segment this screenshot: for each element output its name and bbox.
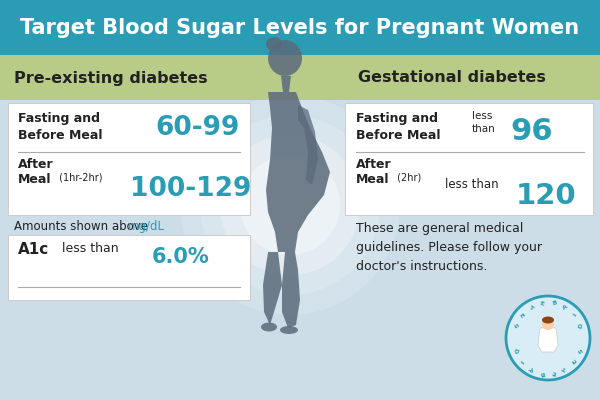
Polygon shape: [282, 252, 300, 328]
Text: T: T: [527, 304, 533, 311]
Text: 96: 96: [510, 117, 553, 146]
FancyBboxPatch shape: [0, 55, 600, 100]
Text: A: A: [562, 304, 569, 311]
FancyBboxPatch shape: [345, 55, 600, 100]
Polygon shape: [266, 92, 330, 252]
Text: Amounts shown above: Amounts shown above: [14, 220, 152, 233]
Text: S: S: [578, 347, 584, 353]
Polygon shape: [298, 105, 318, 185]
Text: S: S: [512, 323, 518, 329]
Text: E: E: [551, 370, 557, 375]
Text: 6.0%: 6.0%: [152, 247, 210, 267]
Text: Fasting and
Before Meal: Fasting and Before Meal: [18, 112, 103, 142]
Text: Meal: Meal: [18, 173, 52, 186]
Polygon shape: [538, 328, 558, 352]
FancyBboxPatch shape: [0, 0, 600, 55]
Text: D: D: [512, 347, 518, 353]
Ellipse shape: [268, 40, 302, 76]
Circle shape: [240, 155, 340, 255]
Text: After: After: [18, 158, 53, 171]
Text: I: I: [518, 358, 524, 363]
Text: E: E: [518, 312, 524, 319]
Polygon shape: [281, 76, 291, 92]
FancyBboxPatch shape: [8, 103, 250, 215]
Text: I: I: [572, 313, 577, 318]
Text: less than: less than: [445, 178, 499, 191]
Text: Target Blood Sugar Levels for Pregnant Women: Target Blood Sugar Levels for Pregnant W…: [20, 18, 580, 38]
Text: These are general medical
guidelines. Please follow your
doctor's instructions.: These are general medical guidelines. Pl…: [356, 222, 542, 273]
Circle shape: [542, 318, 554, 330]
Text: B: B: [551, 301, 557, 306]
Circle shape: [180, 95, 400, 315]
FancyBboxPatch shape: [345, 103, 593, 215]
Circle shape: [220, 135, 360, 275]
Text: 120: 120: [516, 182, 577, 210]
Ellipse shape: [261, 322, 277, 332]
Circle shape: [200, 115, 380, 295]
Circle shape: [506, 296, 590, 380]
Text: A: A: [527, 365, 534, 372]
Ellipse shape: [280, 326, 298, 334]
Text: (2hr): (2hr): [394, 173, 421, 183]
Text: A1c: A1c: [18, 242, 49, 257]
Text: Pre-existing diabetes: Pre-existing diabetes: [14, 70, 208, 86]
Polygon shape: [263, 252, 282, 325]
Text: After: After: [356, 158, 392, 171]
Text: E: E: [539, 301, 544, 306]
Text: E: E: [572, 357, 578, 364]
Text: T: T: [562, 365, 569, 372]
Text: 100-129: 100-129: [130, 176, 251, 202]
Text: Gestational diabetes: Gestational diabetes: [358, 70, 546, 86]
FancyBboxPatch shape: [8, 235, 250, 300]
Text: less
than: less than: [472, 111, 496, 134]
Text: (1hr-2hr): (1hr-2hr): [56, 173, 103, 183]
Text: mg/dL: mg/dL: [128, 220, 165, 233]
Text: Fasting and
Before Meal: Fasting and Before Meal: [356, 112, 440, 142]
Ellipse shape: [542, 316, 554, 324]
Text: 60-99: 60-99: [155, 115, 239, 141]
FancyBboxPatch shape: [0, 55, 255, 100]
Text: less than: less than: [62, 242, 122, 255]
Text: D: D: [578, 323, 584, 329]
Text: B: B: [539, 370, 545, 375]
Ellipse shape: [266, 37, 282, 51]
Text: Meal: Meal: [356, 173, 389, 186]
